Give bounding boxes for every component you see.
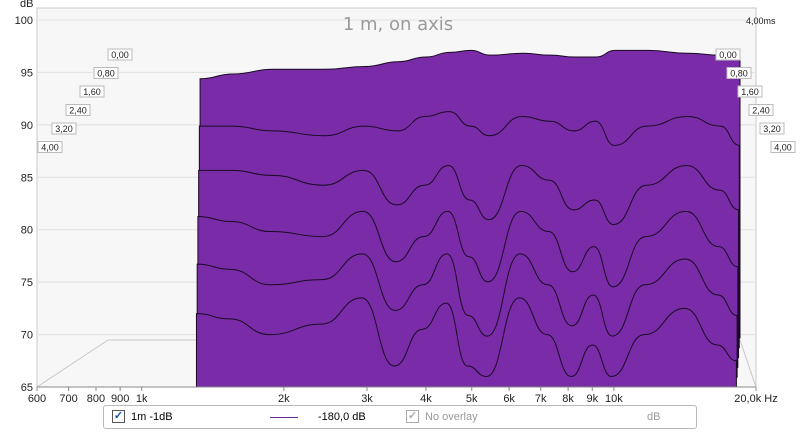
- time-tag-right: 0,80: [730, 69, 748, 79]
- x-tick-label: 2k: [278, 393, 290, 405]
- series-label: 1m -1dB: [131, 411, 173, 423]
- time-tag-right-box: [759, 122, 785, 135]
- series-swatch-line: [270, 417, 298, 418]
- x-tick-label: 1k: [136, 393, 148, 405]
- time-tag-right: 1,60: [741, 87, 759, 97]
- waterfall-slices: [195, 49, 741, 388]
- y-axis-label: dB: [20, 0, 33, 10]
- x-tick-label: 20,0k Hz: [734, 393, 777, 405]
- time-tag-left: 0,00: [111, 50, 129, 60]
- x-tick-label: 5k: [466, 393, 478, 405]
- level-readout: -180,0 dB: [318, 411, 366, 423]
- overlay-label: No overlay: [425, 411, 478, 423]
- unit-label: dB: [647, 411, 661, 423]
- series-checkbox[interactable]: ✓: [112, 410, 125, 423]
- y-tick-label: 70: [21, 330, 33, 342]
- perspective-edge-left: [36, 339, 109, 388]
- time-tag-right: 3,20: [763, 124, 781, 134]
- y-tick-label: 100: [15, 15, 33, 27]
- x-tick-label: 4k: [420, 393, 432, 405]
- waterfall-slice: [195, 297, 737, 388]
- time-tag-left-box: [51, 122, 77, 135]
- time-tag-left: 3,20: [55, 124, 73, 134]
- time-tag-right-box: [726, 67, 752, 79]
- y-tick-label: 90: [21, 120, 33, 132]
- y-tick-label: 75: [21, 277, 33, 289]
- chart-title: 1 m, on axis: [343, 14, 453, 35]
- x-tick-label: 800: [87, 393, 105, 405]
- y-tick-label: 85: [21, 172, 33, 184]
- x-tick-label: 600: [28, 393, 46, 405]
- y-tick-label: 65: [21, 382, 33, 394]
- time-tag-right: 4,00: [774, 143, 792, 153]
- x-tick-label: 900: [111, 393, 129, 405]
- time-tag-right-box: [715, 48, 741, 61]
- x-tick-label: 6k: [503, 393, 515, 405]
- time-tag-left-box: [107, 48, 133, 61]
- time-tag-right-box: [737, 85, 763, 98]
- time-tag-right-box: [770, 141, 796, 153]
- x-tick-label: 10k: [605, 393, 623, 405]
- time-tag-left: 2,40: [69, 106, 87, 116]
- x-tick-label: 3k: [361, 393, 373, 405]
- time-tag-right: 2,40: [752, 106, 770, 116]
- overlay-checkbox[interactable]: ✓: [406, 410, 419, 423]
- x-tick-label: 8k: [562, 393, 574, 405]
- x-tick-label: 7k: [535, 393, 547, 405]
- perspective-edge-right: [739, 339, 757, 388]
- time-tag-left: 1,60: [83, 87, 101, 97]
- time-tag-left-box: [37, 141, 63, 153]
- time-tag-left-box: [79, 85, 105, 98]
- time-tag-right-box: [748, 104, 774, 116]
- y-tick-label: 95: [21, 67, 33, 79]
- x-tick-label: 9k: [586, 393, 598, 405]
- time-tag-right: 0,00: [719, 50, 737, 60]
- time-tag-left-box: [65, 104, 91, 116]
- time-axis-label: 4,00ms: [746, 16, 776, 26]
- time-tag-left: 4,00: [41, 143, 59, 153]
- time-tag-left-box: [93, 67, 119, 79]
- x-tick-label: 700: [59, 393, 77, 405]
- time-tag-left: 0,80: [97, 69, 115, 79]
- legend-bar: ✓ 1m -1dB -180,0 dB ✓ No overlay dB: [103, 405, 697, 429]
- y-tick-label: 80: [21, 225, 33, 237]
